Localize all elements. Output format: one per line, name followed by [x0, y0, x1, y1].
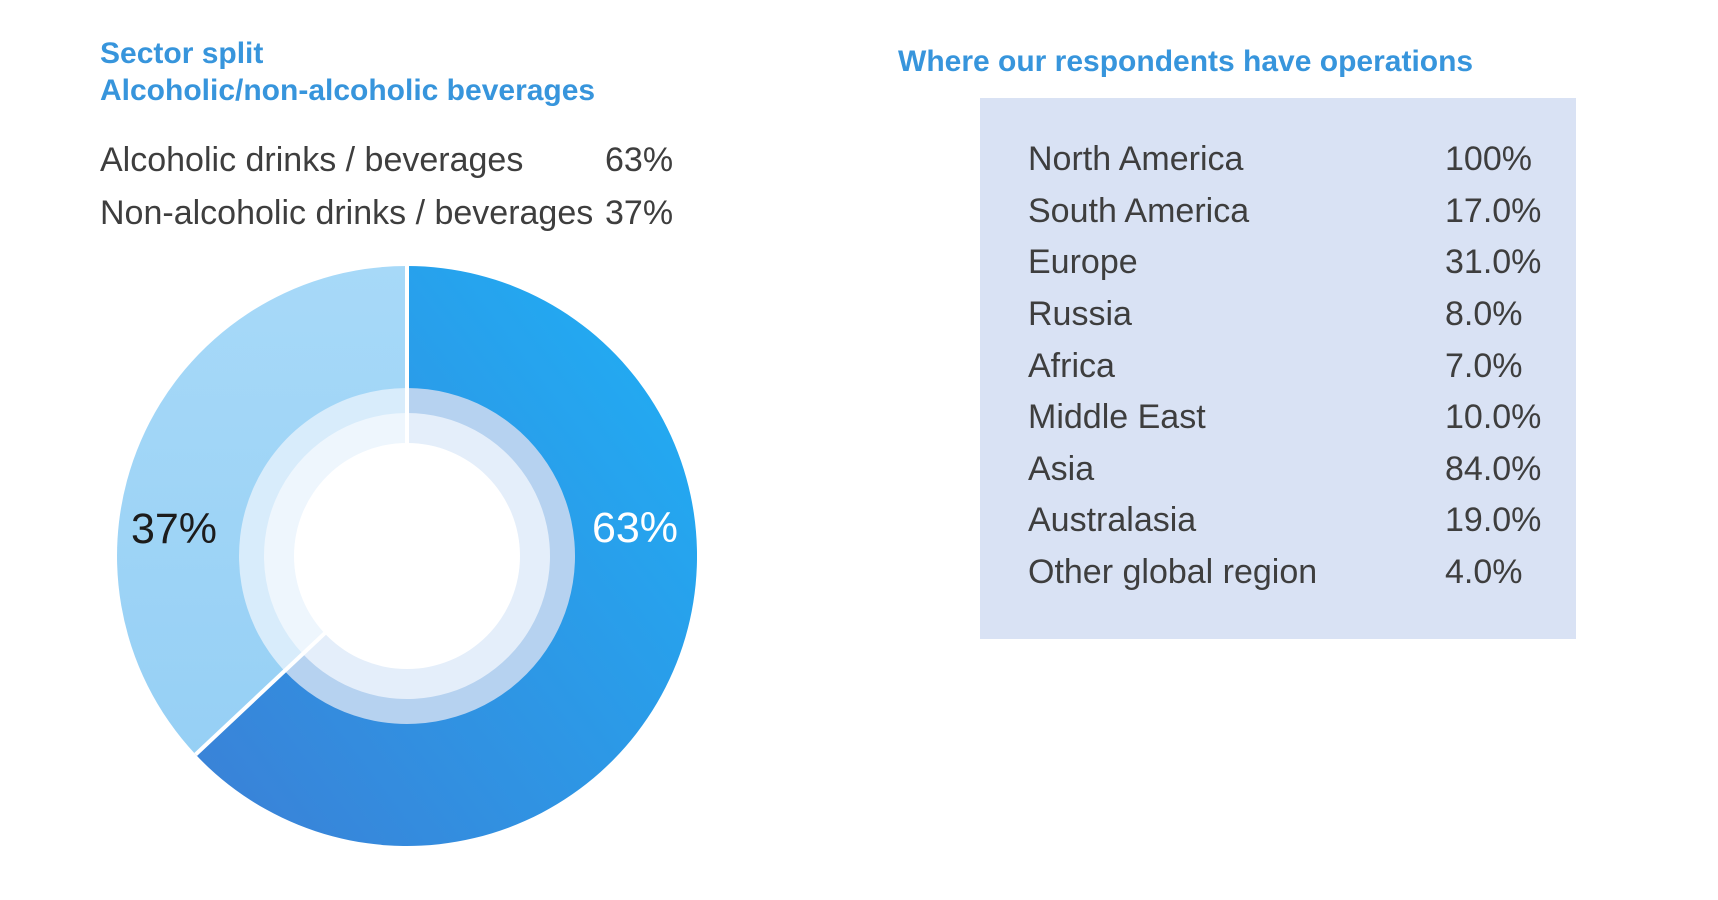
donut-chart-svg	[117, 266, 698, 847]
sector-split-title-line1: Sector split	[100, 37, 264, 70]
legend-row-non-alcoholic: Non-alcoholic drinks / beverages 37%	[100, 193, 740, 233]
region-name: Other global region	[1028, 553, 1318, 592]
region-name: South America	[1028, 191, 1250, 230]
donut-label-non-alcoholic: 37%	[130, 505, 218, 553]
region-name: Europe	[1028, 243, 1138, 282]
operations-table-row: Other global region 4.0%	[1028, 547, 1576, 599]
operations-table-row: South America 17.0%	[1028, 186, 1576, 238]
region-name: Africa	[1028, 346, 1115, 385]
region-value: 84.0%	[1445, 449, 1542, 488]
region-value: 7.0%	[1445, 346, 1523, 385]
region-value: 4.0%	[1445, 553, 1523, 592]
region-name: Russia	[1028, 295, 1132, 334]
region-value: 31.0%	[1445, 243, 1542, 282]
operations-table-row: Russia 8.0%	[1028, 289, 1576, 341]
donut-label-alcoholic: 63%	[591, 504, 679, 552]
region-name: Middle East	[1028, 398, 1206, 437]
legend-row-alcoholic: Alcoholic drinks / beverages 63%	[100, 140, 740, 180]
operations-table-row: Africa 7.0%	[1028, 340, 1576, 392]
region-value: 17.0%	[1445, 191, 1542, 230]
operations-table-row: Asia 84.0%	[1028, 444, 1576, 496]
region-value: 100%	[1445, 140, 1532, 179]
donut-chart	[117, 266, 698, 847]
operations-table: North America 100% South America 17.0% E…	[980, 98, 1576, 639]
region-value: 19.0%	[1445, 501, 1542, 540]
operations-table-row: North America 100%	[1028, 134, 1576, 186]
sector-split-title-line2: Alcoholic/non-alcoholic beverages	[100, 74, 596, 107]
legend-label-alcoholic: Alcoholic drinks / beverages	[100, 141, 524, 179]
region-value: 8.0%	[1445, 295, 1523, 334]
legend-label-non-alcoholic: Non-alcoholic drinks / beverages	[100, 194, 594, 232]
region-name: North America	[1028, 140, 1244, 179]
legend-value-non-alcoholic: 37%	[605, 194, 674, 232]
operations-table-row: Middle East 10.0%	[1028, 392, 1576, 444]
slice-separator-bottom-left	[194, 554, 409, 756]
region-name: Asia	[1028, 449, 1095, 488]
operations-table-row: Europe 31.0%	[1028, 237, 1576, 289]
operations-table-row: Australasia 19.0%	[1028, 495, 1576, 547]
operations-title: Where our respondents have operations	[898, 45, 1474, 78]
sector-split-title: Sector split Alcoholic/non-alcoholic bev…	[100, 35, 595, 109]
region-name: Australasia	[1028, 501, 1197, 540]
legend-value-alcoholic: 63%	[605, 141, 674, 179]
region-value: 10.0%	[1445, 398, 1542, 437]
